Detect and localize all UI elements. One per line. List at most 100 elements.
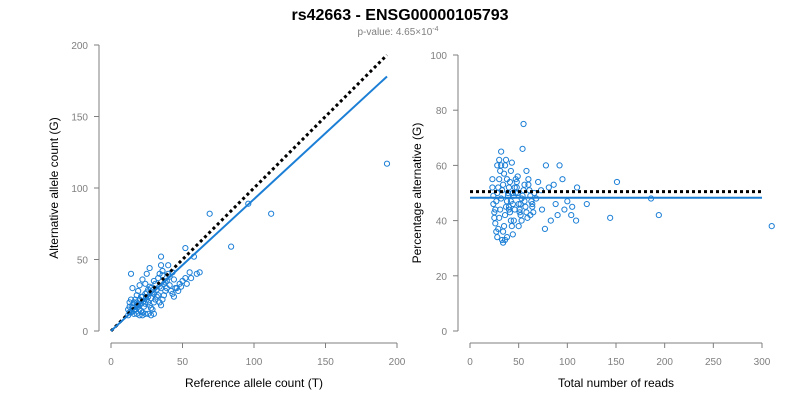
y-tick-label: 40 xyxy=(436,217,448,228)
data-point xyxy=(508,159,515,166)
data-point xyxy=(147,295,155,302)
data-point xyxy=(143,270,150,277)
data-point xyxy=(510,217,517,224)
data-point xyxy=(496,176,503,183)
data-point xyxy=(569,203,576,210)
data-point xyxy=(515,223,522,230)
data-point xyxy=(135,287,142,295)
data-point xyxy=(525,176,532,183)
data-point xyxy=(489,176,496,183)
data-point xyxy=(525,181,532,188)
x-tick-label: 300 xyxy=(754,357,771,368)
data-point xyxy=(583,200,590,208)
data-point xyxy=(137,307,145,315)
x-tick-label: 0 xyxy=(108,357,114,368)
data-point xyxy=(157,262,165,269)
data-point xyxy=(495,225,502,232)
data-point xyxy=(490,200,497,208)
data-point xyxy=(182,244,189,252)
right-scatter-plot: 0 50 100 150 200 250 300 0 20 40 60 80 100 Total numb… xyxy=(410,51,775,390)
y-tick-label: 200 xyxy=(71,41,88,52)
y-axis-label: Percentage alternative (G) xyxy=(410,123,424,264)
data-point xyxy=(494,234,501,241)
x-tick-label: 50 xyxy=(177,357,189,368)
pvalue-exponent: -4 xyxy=(432,26,438,33)
data-point xyxy=(535,178,542,186)
data-point xyxy=(516,209,523,216)
data-point xyxy=(498,162,505,169)
y-tick-label: 80 xyxy=(436,106,448,117)
data-point xyxy=(160,292,168,299)
data-point xyxy=(133,292,140,299)
data-point xyxy=(572,217,580,224)
data-point xyxy=(245,200,252,207)
data-point xyxy=(559,176,566,183)
data-point xyxy=(530,209,537,216)
data-point xyxy=(511,184,518,191)
data-point xyxy=(496,156,503,163)
data-point xyxy=(502,156,510,163)
pvalue-text: p-value: 4.65×10 xyxy=(357,27,432,38)
chart-subtitle: p-value: 4.65×10-4 xyxy=(357,26,438,38)
left-scatter-plot: 0 50 100 150 200 0 50 100 150 200 Reference allele… xyxy=(47,41,406,390)
x-tick-label: 50 xyxy=(513,357,525,368)
data-point xyxy=(503,234,511,241)
x-tick-label: 200 xyxy=(389,357,406,368)
data-point xyxy=(139,312,146,319)
data-point xyxy=(573,184,581,191)
data-point xyxy=(159,296,166,303)
data-point xyxy=(768,223,775,230)
data-point xyxy=(568,211,575,219)
data-point xyxy=(494,162,501,169)
y-tick-label: 60 xyxy=(436,161,448,172)
data-point xyxy=(513,178,520,186)
data-point xyxy=(500,223,508,230)
data-point xyxy=(187,274,195,282)
data-point xyxy=(492,220,499,227)
data-point xyxy=(139,276,146,283)
data-point xyxy=(541,225,549,232)
data-point xyxy=(136,282,143,289)
data-point xyxy=(550,181,557,188)
data-point xyxy=(499,236,506,244)
data-point xyxy=(182,274,189,282)
data-point xyxy=(147,305,155,312)
data-point xyxy=(183,280,190,287)
data-point xyxy=(170,276,178,283)
y-tick-label: 150 xyxy=(71,113,88,124)
x-tick-label: 100 xyxy=(559,357,576,368)
data-point xyxy=(505,206,513,213)
data-point xyxy=(155,292,162,299)
y-tick-label: 0 xyxy=(441,327,447,338)
data-point xyxy=(497,206,504,213)
x-tick-label: 200 xyxy=(656,357,673,368)
data-point xyxy=(193,270,200,277)
data-point xyxy=(498,148,505,155)
data-point xyxy=(145,286,152,293)
data-point xyxy=(552,200,559,208)
data-point xyxy=(554,211,561,219)
x-tick-label: 0 xyxy=(467,357,473,368)
data-point xyxy=(507,167,514,175)
y-tick-label: 50 xyxy=(77,256,89,267)
chart-title: rs42663 - ENSG00000105793 xyxy=(291,7,508,24)
data-point xyxy=(165,262,172,269)
data-point xyxy=(157,253,165,260)
data-point xyxy=(518,217,525,224)
data-point xyxy=(145,310,152,317)
data-point xyxy=(607,214,614,221)
data-point xyxy=(506,209,514,216)
x-tick-label: 150 xyxy=(317,357,334,368)
data-point xyxy=(520,120,527,128)
data-point xyxy=(523,209,530,216)
x-axis-label: Reference allele count (T) xyxy=(185,376,323,390)
data-point xyxy=(500,170,508,177)
data-point xyxy=(166,282,173,289)
data-point xyxy=(522,203,529,210)
data-point xyxy=(491,209,498,216)
x-axis-label: Total number of reads xyxy=(558,376,674,390)
y-tick-label: 0 xyxy=(82,327,88,338)
data-point xyxy=(501,211,509,219)
data-point xyxy=(186,269,193,276)
